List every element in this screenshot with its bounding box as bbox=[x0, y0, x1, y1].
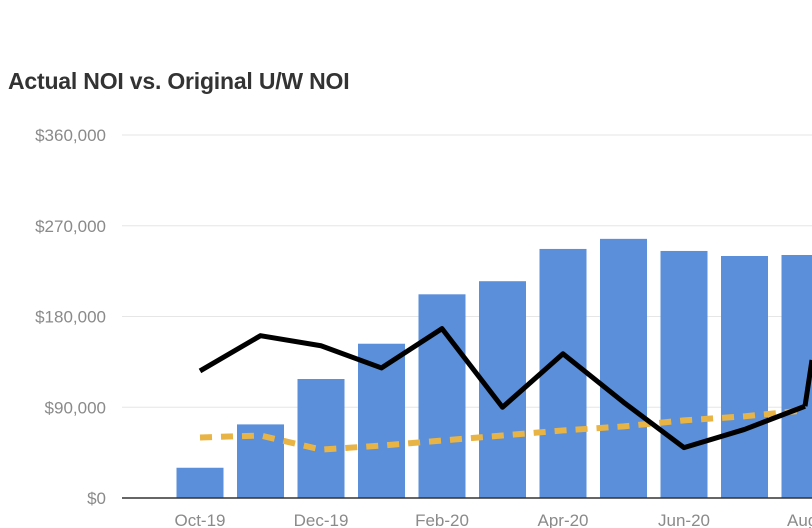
actual-noi-line-continuation bbox=[802, 359, 812, 407]
bar bbox=[176, 467, 224, 498]
x-tick-label: Feb-20 bbox=[415, 511, 469, 528]
bar bbox=[600, 238, 647, 498]
chart-title: Actual NOI vs. Original U/W NOI bbox=[8, 68, 350, 94]
x-tick-label: Oct-19 bbox=[174, 511, 225, 528]
x-tick-label: Dec-19 bbox=[294, 511, 349, 528]
bar bbox=[418, 294, 466, 498]
actual-noi-line bbox=[198, 326, 806, 451]
x-tick-label: Aug- bbox=[787, 511, 812, 528]
bar bbox=[660, 250, 708, 498]
bar bbox=[539, 248, 587, 498]
bar bbox=[781, 254, 812, 498]
y-tick-label: $360,000 bbox=[35, 126, 106, 145]
underwriting-noi-line bbox=[199, 407, 806, 453]
y-tick-label: $270,000 bbox=[35, 217, 106, 236]
bar bbox=[297, 379, 345, 498]
y-tick-label: $90,000 bbox=[45, 398, 106, 417]
bar bbox=[721, 256, 768, 498]
y-tick-label: $180,000 bbox=[35, 308, 106, 327]
x-tick-label: Jun-20 bbox=[658, 511, 710, 528]
x-tick-label: Apr-20 bbox=[537, 511, 588, 528]
y-tick-label: $0 bbox=[87, 489, 106, 508]
